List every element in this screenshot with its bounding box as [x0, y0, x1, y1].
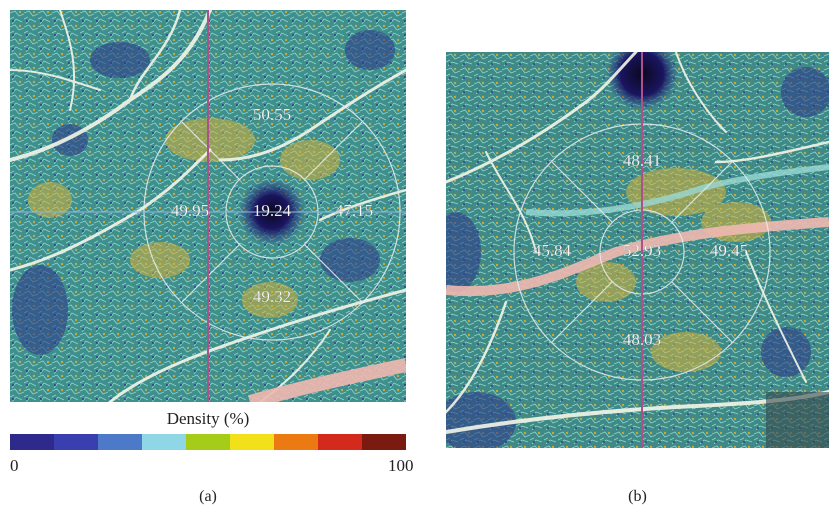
legend-swatch-3 — [142, 434, 186, 450]
value-center-a: 19.24 — [253, 201, 292, 220]
legend-swatch-7 — [318, 434, 362, 450]
value-right-b: 49.45 — [710, 241, 748, 260]
oct-angiography-image-b: 48.41 45.84 52.93 49.45 48.03 — [446, 52, 829, 448]
legend-swatch-1 — [54, 434, 98, 450]
legend-swatch-2 — [98, 434, 142, 450]
oct-angiography-image-a: 50.55 49.95 19.24 47.15 49.32 — [10, 10, 406, 402]
value-left-a: 49.95 — [171, 201, 209, 220]
legend-max-label: 100 — [388, 456, 414, 475]
value-left-b: 45.84 — [533, 241, 572, 260]
legend-title: Density (%) — [166, 409, 250, 428]
legend-swatch-5 — [230, 434, 274, 450]
value-inferior-a: 49.32 — [253, 287, 291, 306]
legend-swatch-4 — [186, 434, 230, 450]
legend-colorbar — [10, 434, 406, 450]
oct-map-b: 48.41 45.84 52.93 49.45 48.03 — [446, 52, 829, 448]
oct-map-a: 50.55 49.95 19.24 47.15 49.32 — [10, 10, 406, 402]
value-superior-a: 50.55 — [253, 105, 291, 124]
legend-swatch-6 — [274, 434, 318, 450]
value-inferior-b: 48.03 — [623, 330, 661, 349]
value-center-b: 52.93 — [623, 241, 661, 260]
legend-swatch-0 — [10, 434, 54, 450]
value-right-a: 47.15 — [335, 201, 373, 220]
legend-swatch-8 — [362, 434, 406, 450]
caption-b: (b) — [628, 488, 647, 505]
legend-min-label: 0 — [10, 456, 19, 475]
caption-a: (a) — [199, 488, 217, 505]
value-superior-b: 48.41 — [623, 151, 661, 170]
